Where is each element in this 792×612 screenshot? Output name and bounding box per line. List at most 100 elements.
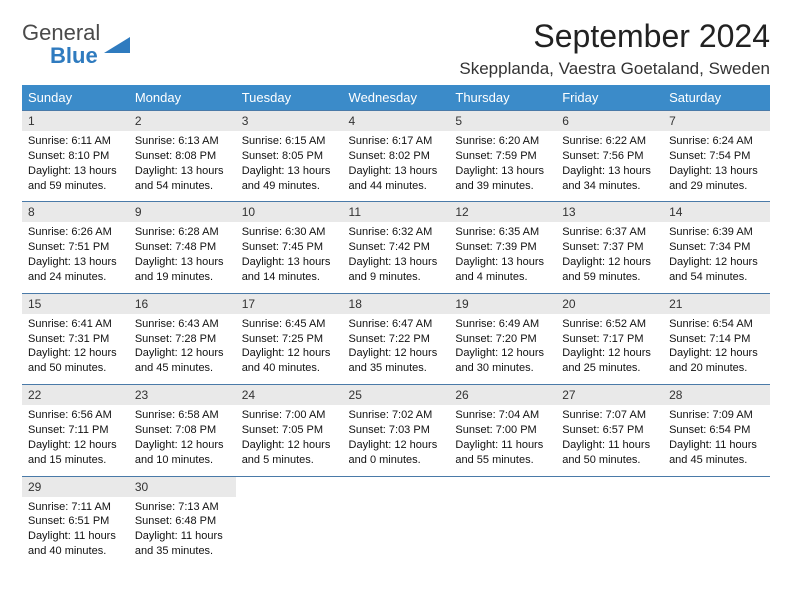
- daylight-line: Daylight: 12 hours and 0 minutes.: [349, 438, 444, 468]
- daylight-line: Daylight: 13 hours and 24 minutes.: [28, 255, 123, 285]
- sunset-line: Sunset: 7:22 PM: [349, 332, 444, 347]
- sunset-line: Sunset: 7:54 PM: [669, 149, 764, 164]
- day-cell: Sunrise: 6:26 AMSunset: 7:51 PMDaylight:…: [22, 222, 129, 292]
- sunset-line: Sunset: 7:45 PM: [242, 240, 337, 255]
- day-cell: [236, 497, 343, 508]
- day-cell: Sunrise: 7:09 AMSunset: 6:54 PMDaylight:…: [663, 405, 770, 475]
- daylight-line: Daylight: 12 hours and 50 minutes.: [28, 346, 123, 376]
- daylight-line: Daylight: 12 hours and 40 minutes.: [242, 346, 337, 376]
- daylight-line: Daylight: 13 hours and 4 minutes.: [455, 255, 550, 285]
- sunset-line: Sunset: 7:34 PM: [669, 240, 764, 255]
- weekday-header: Sunday: [22, 85, 129, 110]
- daylight-line: Daylight: 11 hours and 35 minutes.: [135, 529, 230, 559]
- sunset-line: Sunset: 7:48 PM: [135, 240, 230, 255]
- day-cell: Sunrise: 7:00 AMSunset: 7:05 PMDaylight:…: [236, 405, 343, 475]
- daylight-line: Daylight: 12 hours and 59 minutes.: [562, 255, 657, 285]
- daynum-row: 891011121314: [22, 201, 770, 222]
- daylight-line: Daylight: 12 hours and 35 minutes.: [349, 346, 444, 376]
- day-number: 13: [556, 201, 663, 222]
- sunrise-line: Sunrise: 7:02 AM: [349, 408, 444, 423]
- sunset-line: Sunset: 7:42 PM: [349, 240, 444, 255]
- day-number: 25: [343, 384, 450, 405]
- logo-triangle-icon: [104, 35, 130, 55]
- sunset-line: Sunset: 6:51 PM: [28, 514, 123, 529]
- day-number: 21: [663, 293, 770, 314]
- sunrise-line: Sunrise: 6:11 AM: [28, 134, 123, 149]
- day-cell: Sunrise: 7:04 AMSunset: 7:00 PMDaylight:…: [449, 405, 556, 475]
- sunrise-line: Sunrise: 6:17 AM: [349, 134, 444, 149]
- day-number: 11: [343, 201, 450, 222]
- sunrise-line: Sunrise: 6:58 AM: [135, 408, 230, 423]
- sunset-line: Sunset: 7:59 PM: [455, 149, 550, 164]
- day-number: [556, 476, 663, 497]
- sunset-line: Sunset: 8:02 PM: [349, 149, 444, 164]
- day-cell: Sunrise: 6:24 AMSunset: 7:54 PMDaylight:…: [663, 131, 770, 201]
- sunrise-line: Sunrise: 6:52 AM: [562, 317, 657, 332]
- day-cell: Sunrise: 6:15 AMSunset: 8:05 PMDaylight:…: [236, 131, 343, 201]
- title-block: September 2024 Skepplanda, Vaestra Goeta…: [459, 18, 770, 79]
- sunrise-line: Sunrise: 6:39 AM: [669, 225, 764, 240]
- sunset-line: Sunset: 8:05 PM: [242, 149, 337, 164]
- daylight-line: Daylight: 12 hours and 25 minutes.: [562, 346, 657, 376]
- day-cell: Sunrise: 7:11 AMSunset: 6:51 PMDaylight:…: [22, 497, 129, 567]
- daynum-row: 2930: [22, 476, 770, 497]
- day-cell: Sunrise: 7:02 AMSunset: 7:03 PMDaylight:…: [343, 405, 450, 475]
- daylight-line: Daylight: 12 hours and 15 minutes.: [28, 438, 123, 468]
- day-cell: Sunrise: 6:41 AMSunset: 7:31 PMDaylight:…: [22, 314, 129, 384]
- daylight-line: Daylight: 13 hours and 29 minutes.: [669, 164, 764, 194]
- day-number: 9: [129, 201, 236, 222]
- daylight-line: Daylight: 13 hours and 49 minutes.: [242, 164, 337, 194]
- day-number: 6: [556, 110, 663, 131]
- day-cell: [343, 497, 450, 508]
- sunset-line: Sunset: 7:37 PM: [562, 240, 657, 255]
- day-cell: Sunrise: 6:17 AMSunset: 8:02 PMDaylight:…: [343, 131, 450, 201]
- logo-text-1: General: [22, 20, 100, 45]
- day-number: 20: [556, 293, 663, 314]
- sunset-line: Sunset: 6:54 PM: [669, 423, 764, 438]
- day-number: 10: [236, 201, 343, 222]
- day-cell: Sunrise: 6:30 AMSunset: 7:45 PMDaylight:…: [236, 222, 343, 292]
- day-cell: Sunrise: 6:54 AMSunset: 7:14 PMDaylight:…: [663, 314, 770, 384]
- daylight-line: Daylight: 13 hours and 54 minutes.: [135, 164, 230, 194]
- sunset-line: Sunset: 6:48 PM: [135, 514, 230, 529]
- day-cell: Sunrise: 6:43 AMSunset: 7:28 PMDaylight:…: [129, 314, 236, 384]
- sunrise-line: Sunrise: 6:15 AM: [242, 134, 337, 149]
- sunset-line: Sunset: 7:14 PM: [669, 332, 764, 347]
- day-number: 17: [236, 293, 343, 314]
- day-cell: Sunrise: 6:20 AMSunset: 7:59 PMDaylight:…: [449, 131, 556, 201]
- day-cell: Sunrise: 6:32 AMSunset: 7:42 PMDaylight:…: [343, 222, 450, 292]
- sunrise-line: Sunrise: 6:32 AM: [349, 225, 444, 240]
- sunset-line: Sunset: 7:31 PM: [28, 332, 123, 347]
- day-cell: Sunrise: 6:47 AMSunset: 7:22 PMDaylight:…: [343, 314, 450, 384]
- day-number: 19: [449, 293, 556, 314]
- day-cell: Sunrise: 7:13 AMSunset: 6:48 PMDaylight:…: [129, 497, 236, 567]
- sunset-line: Sunset: 7:17 PM: [562, 332, 657, 347]
- sunrise-line: Sunrise: 6:24 AM: [669, 134, 764, 149]
- calendar-table: Sunday Monday Tuesday Wednesday Thursday…: [22, 85, 770, 567]
- daylight-line: Daylight: 12 hours and 10 minutes.: [135, 438, 230, 468]
- daylight-line: Daylight: 11 hours and 40 minutes.: [28, 529, 123, 559]
- day-number: 15: [22, 293, 129, 314]
- weekday-header: Thursday: [449, 85, 556, 110]
- day-cell: Sunrise: 6:52 AMSunset: 7:17 PMDaylight:…: [556, 314, 663, 384]
- sunrise-line: Sunrise: 6:37 AM: [562, 225, 657, 240]
- day-number: 26: [449, 384, 556, 405]
- logo: General Blue: [22, 22, 130, 68]
- daylight-line: Daylight: 13 hours and 14 minutes.: [242, 255, 337, 285]
- weekday-header: Saturday: [663, 85, 770, 110]
- day-cell: Sunrise: 6:28 AMSunset: 7:48 PMDaylight:…: [129, 222, 236, 292]
- sunrise-line: Sunrise: 7:13 AM: [135, 500, 230, 515]
- sunrise-line: Sunrise: 6:28 AM: [135, 225, 230, 240]
- logo-text-2: Blue: [50, 43, 98, 68]
- day-number: 12: [449, 201, 556, 222]
- sunrise-line: Sunrise: 6:20 AM: [455, 134, 550, 149]
- day-number: 3: [236, 110, 343, 131]
- day-number: 29: [22, 476, 129, 497]
- sunset-line: Sunset: 6:57 PM: [562, 423, 657, 438]
- sunrise-line: Sunrise: 6:56 AM: [28, 408, 123, 423]
- day-cell: Sunrise: 7:07 AMSunset: 6:57 PMDaylight:…: [556, 405, 663, 475]
- weekday-header: Monday: [129, 85, 236, 110]
- sunrise-line: Sunrise: 6:43 AM: [135, 317, 230, 332]
- sunrise-line: Sunrise: 6:49 AM: [455, 317, 550, 332]
- sunset-line: Sunset: 7:11 PM: [28, 423, 123, 438]
